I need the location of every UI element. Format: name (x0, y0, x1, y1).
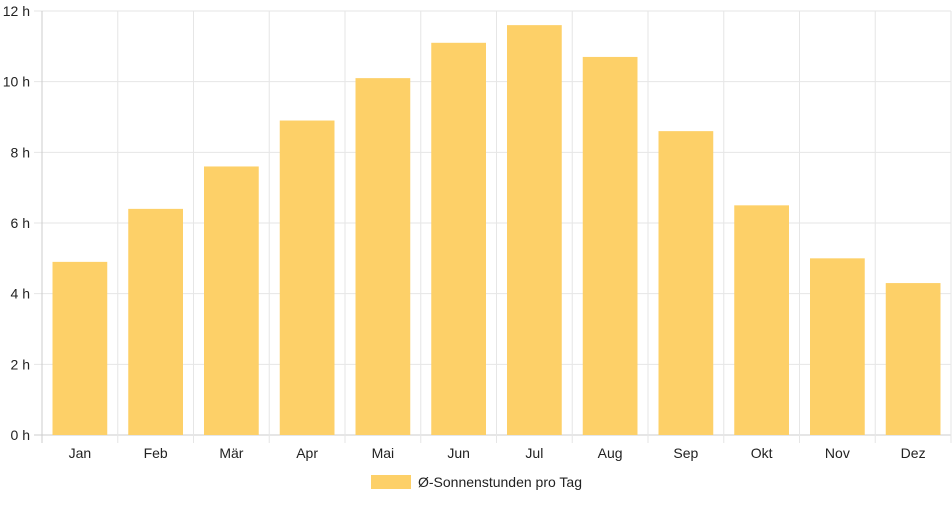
x-tick-label: Mär (219, 445, 243, 461)
legend[interactable]: Ø-Sonnenstunden pro Tag (371, 474, 582, 490)
bars (52, 25, 941, 436)
bar-jan[interactable] (52, 261, 108, 435)
bar-mär[interactable] (204, 166, 259, 435)
x-tick-label: Jun (447, 445, 470, 461)
x-tick-label: Sep (673, 445, 698, 461)
bar-jun[interactable] (431, 42, 486, 436)
y-tick-label: 10 h (3, 74, 30, 90)
y-tick-label: 8 h (11, 144, 30, 160)
x-tick-label: Dez (901, 445, 926, 461)
grid-lines (34, 10, 952, 443)
bar-nov[interactable] (810, 258, 865, 435)
y-tick-label: 6 h (11, 215, 30, 231)
x-tick-label: Aug (598, 445, 623, 461)
y-tick-label: 0 h (11, 427, 30, 443)
x-tick-label: Feb (144, 445, 168, 461)
bar-okt[interactable] (734, 205, 789, 435)
y-tick-label: 2 h (11, 356, 30, 372)
bar-dez[interactable] (885, 283, 941, 435)
bar-mai[interactable] (355, 78, 411, 435)
x-tick-label: Apr (296, 445, 318, 461)
x-tick-label: Mai (372, 445, 395, 461)
y-tick-label: 12 h (3, 3, 30, 19)
bar-sep[interactable] (658, 131, 714, 435)
legend-swatch[interactable] (371, 475, 411, 489)
y-tick-label: 4 h (11, 286, 30, 302)
x-tick-label: Jan (69, 445, 92, 461)
axes: 0 h 2 h 4 h 6 h 8 h 10 h 12 h Jan Feb Mär Apr Mai Ju… (3, 3, 926, 461)
legend-label[interactable]: Ø-Sonnenstunden pro Tag (418, 474, 582, 490)
x-tick-label: Nov (825, 445, 850, 461)
x-tick-label: Okt (751, 445, 773, 461)
bar-aug[interactable] (582, 56, 638, 435)
x-tick-label: Jul (525, 445, 543, 461)
bar-jul[interactable] (507, 25, 562, 436)
bar-feb[interactable] (128, 208, 183, 435)
bar-apr[interactable] (279, 120, 335, 436)
